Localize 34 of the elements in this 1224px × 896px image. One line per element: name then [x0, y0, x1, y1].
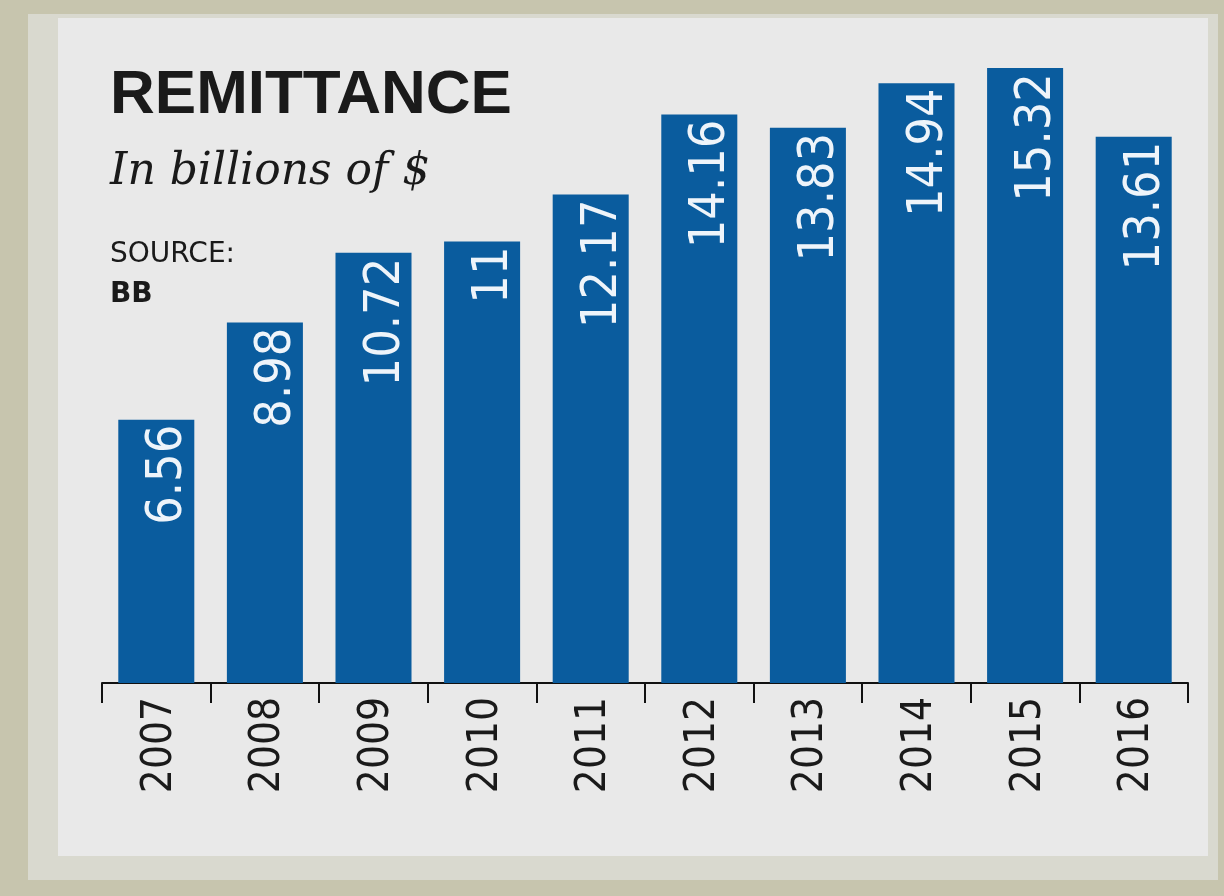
data-label: 12.17 — [569, 199, 628, 329]
annotation: BB — [110, 275, 153, 309]
data-label: 13.61 — [1112, 141, 1171, 271]
bar — [769, 127, 846, 683]
x-tick-label: 2011 — [566, 697, 616, 794]
data-label: 13.83 — [786, 132, 845, 262]
x-tick-label: 2015 — [1000, 697, 1050, 794]
chart-title: REMITTANCE — [110, 56, 512, 126]
data-label: 6.56 — [135, 424, 194, 525]
bar — [987, 68, 1064, 683]
x-tick-label: 2012 — [674, 697, 724, 794]
bar — [226, 322, 303, 683]
x-tick-label: 2010 — [457, 697, 507, 794]
x-tick-label: 2013 — [783, 697, 833, 794]
x-tick-label: 2008 — [240, 697, 290, 794]
text: In billions of $ — [109, 142, 431, 194]
bar — [661, 114, 738, 683]
bar — [444, 241, 521, 683]
annotation: SOURCE: — [110, 235, 236, 269]
data-label: 11 — [461, 246, 520, 304]
x-tick-label: 2014 — [892, 697, 941, 794]
data-label: 14.94 — [895, 88, 954, 217]
data-label: 15.32 — [1004, 73, 1063, 202]
x-tick-label: 2009 — [349, 697, 398, 794]
x-tick-label: 2016 — [1109, 697, 1159, 794]
data-label: 10.72 — [352, 257, 411, 387]
data-label: 14.16 — [678, 119, 737, 249]
bar — [552, 194, 629, 683]
bar — [878, 83, 955, 683]
data-label: 8.98 — [243, 327, 302, 428]
x-tick-label: 2007 — [131, 697, 181, 794]
bar — [1095, 136, 1172, 683]
bar — [118, 419, 195, 683]
bar — [335, 252, 412, 683]
